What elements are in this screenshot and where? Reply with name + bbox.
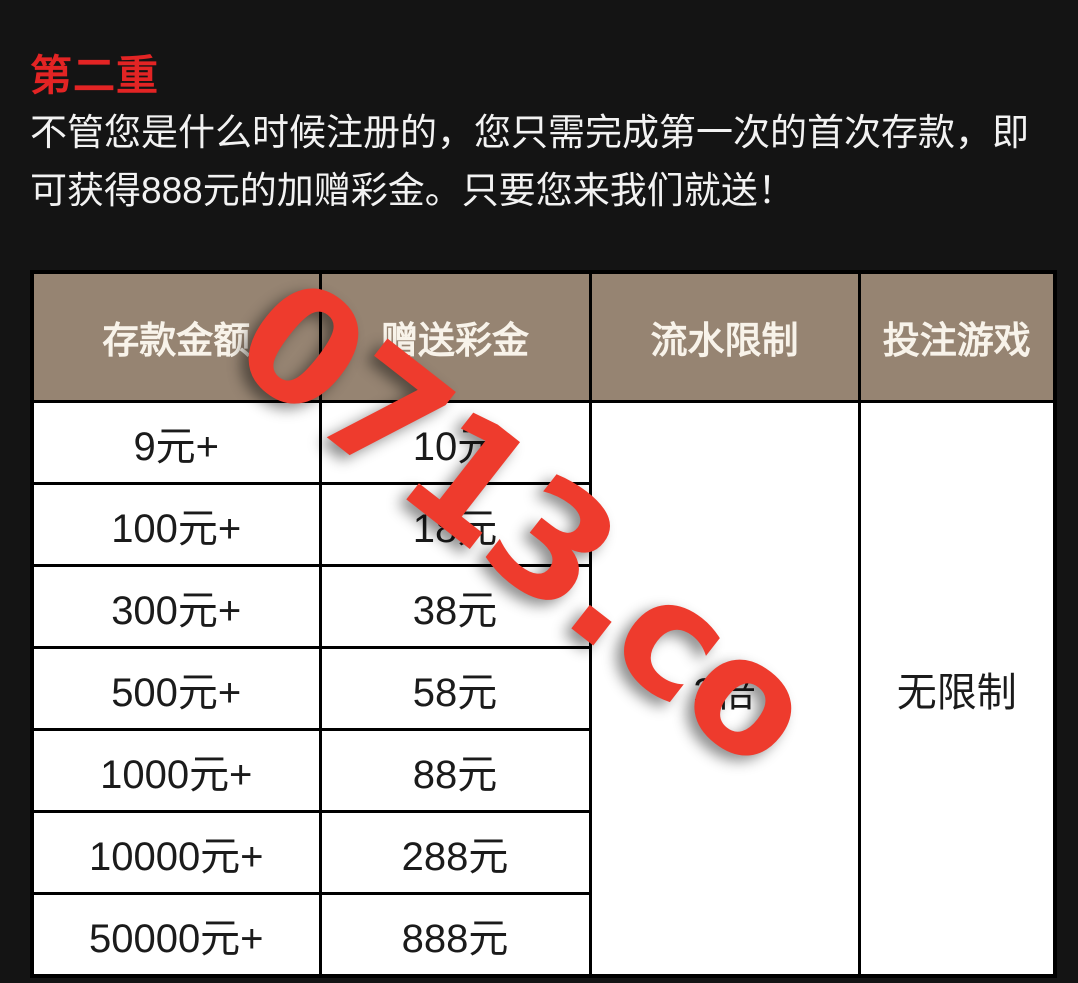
deposit-cell: 9元+ (30, 400, 322, 485)
bonus-cell: 18元 (318, 482, 592, 567)
col-header-betting-games: 投注游戏 (857, 270, 1057, 403)
table-row: 50000元+ 888元 (30, 892, 1055, 978)
section-heading: 第二重 (30, 52, 160, 99)
promo-description-line-1: 不管您是什么时候注册的，您只需完成第一次的首次存款，即 (30, 112, 1029, 153)
betting-games-cell: 无限制 (857, 400, 1057, 978)
turnover-limit-cell: 3倍 (588, 400, 861, 978)
table-row: 500元+ 58元 (30, 646, 1055, 731)
table-row: 100元+ 18元 (30, 482, 1055, 567)
bonus-table: 存款金额 赠送彩金 流水限制 投注游戏 9元+ 10元 3倍 无限制 100元+… (30, 270, 1057, 978)
col-header-bonus: 赠送彩金 (318, 270, 592, 403)
table-row: 10000元+ 288元 (30, 810, 1055, 895)
table-row: 9元+ 10元 3倍 无限制 (30, 400, 1057, 978)
bonus-cell: 888元 (318, 892, 592, 978)
promo-description-line-2: 可获得888元的加赠彩金。只要您来我们就送！ (30, 170, 795, 211)
promo-description: 不管您是什么时候注册的，您只需完成第一次的首次存款，即 可获得888元的加赠彩金… (30, 104, 1060, 220)
bonus-cell: 10元 (318, 400, 592, 485)
deposit-cell: 100元+ (30, 482, 322, 567)
col-header-deposit-amount: 存款金额 (30, 270, 322, 403)
bonus-cell: 38元 (318, 564, 592, 649)
table-row: 1000元+ 88元 (30, 728, 1055, 813)
deposit-cell: 10000元+ (30, 810, 322, 895)
table-header-row: 存款金额 赠送彩金 流水限制 投注游戏 (30, 270, 1057, 403)
bonus-cell: 88元 (318, 728, 592, 813)
deposit-cell: 50000元+ (30, 892, 322, 978)
bonus-cell: 58元 (318, 646, 592, 731)
table-row: 300元+ 38元 (30, 564, 1055, 649)
deposit-cell: 300元+ (30, 564, 322, 649)
deposit-cell: 1000元+ (30, 728, 322, 813)
col-header-turnover-limit: 流水限制 (588, 270, 861, 403)
deposit-cell: 500元+ (30, 646, 322, 731)
bonus-cell: 288元 (318, 810, 592, 895)
